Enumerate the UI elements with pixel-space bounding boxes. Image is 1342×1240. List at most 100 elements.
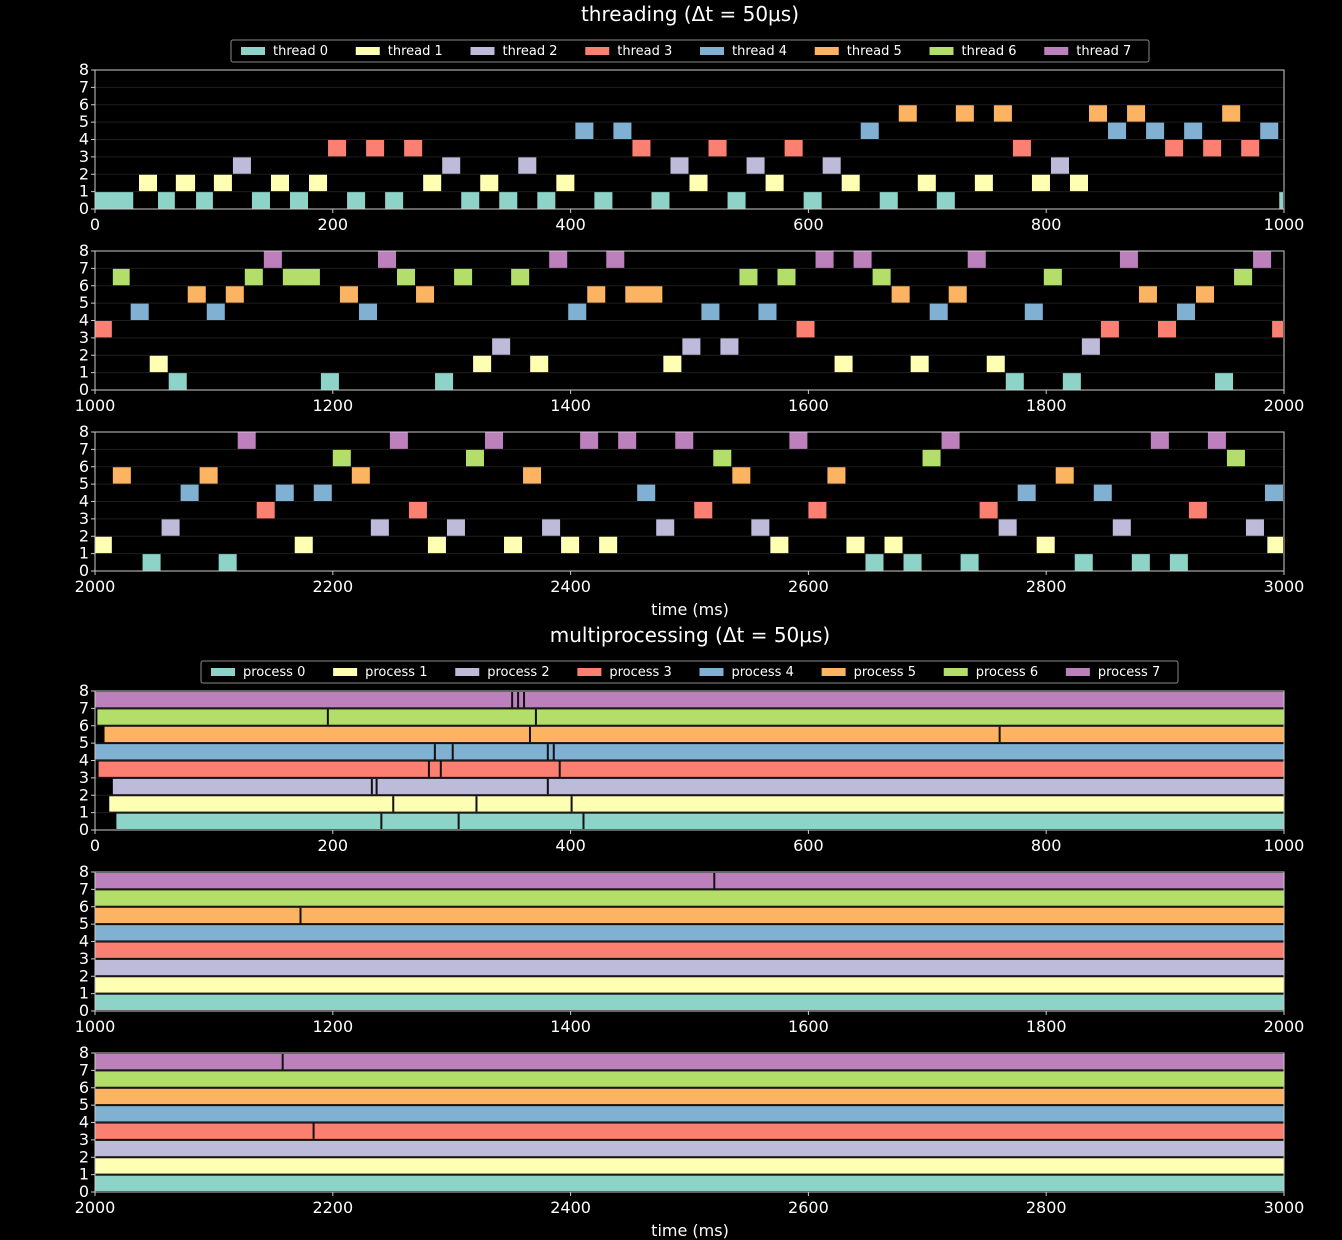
x-tick-label: 2800 — [1026, 1198, 1067, 1217]
thread-0-block — [1062, 373, 1081, 390]
thread-1-block — [504, 536, 523, 554]
process-7-lane — [95, 1054, 1284, 1070]
thread-4-block — [313, 484, 332, 501]
thread-3-block — [1203, 140, 1222, 157]
thread-2-block — [670, 157, 689, 174]
thread-3-block — [404, 140, 423, 157]
process-5-gap — [528, 726, 531, 743]
thread-6-block — [397, 268, 416, 286]
thread-0-block — [594, 192, 613, 209]
thread-0-block — [537, 192, 556, 209]
y-tick-label: 8 — [79, 862, 89, 881]
thread-7-block — [580, 432, 599, 449]
thread-5-block — [523, 467, 542, 484]
y-tick-label: 2 — [79, 526, 89, 545]
legend-label-7: process 7 — [1098, 665, 1160, 680]
process-2-lane — [95, 1140, 1284, 1157]
process-1-gap — [475, 796, 478, 812]
thread-6-block — [465, 449, 484, 467]
thread-0-block — [196, 192, 213, 209]
y-tick-label: 0 — [79, 199, 89, 218]
thread-5-block — [1196, 286, 1215, 303]
thread-2-block — [746, 157, 765, 174]
thread-0-block — [95, 192, 134, 209]
thread-0-block — [1215, 373, 1234, 390]
thread-0-block — [936, 192, 955, 209]
thread-0-block — [289, 192, 309, 209]
thread-3-block — [1241, 140, 1260, 157]
y-tick-label: 8 — [79, 681, 89, 700]
thread-7-block — [1253, 251, 1272, 268]
thread-7-block — [606, 251, 625, 268]
x-tick-label: 3000 — [1264, 577, 1305, 596]
thread-5-block — [187, 286, 206, 303]
thread-0-block — [651, 192, 670, 209]
y-tick-label: 4 — [79, 311, 89, 330]
process-0-gap — [457, 813, 460, 829]
y-tick-label: 7 — [79, 698, 89, 717]
multiprocessing-xlabel: time (ms) — [651, 1221, 729, 1240]
thread-4-block — [275, 484, 294, 501]
thread-1-block — [917, 174, 936, 192]
y-tick-label: 8 — [79, 241, 89, 260]
y-tick-label: 1 — [79, 984, 89, 1003]
process-3-gap — [439, 761, 442, 777]
thread-3-block — [366, 140, 385, 157]
legend-label-3: thread 3 — [617, 44, 672, 59]
thread-4-block — [613, 122, 632, 139]
thread-1-block — [986, 355, 1005, 373]
thread-6-block — [332, 449, 351, 467]
x-tick-label: 1800 — [1026, 396, 1067, 415]
thread-2-block — [446, 519, 465, 536]
thread-4-block — [575, 122, 594, 139]
y-tick-label: 8 — [79, 1043, 89, 1062]
process-7-gap — [511, 692, 514, 708]
thread-5-block — [1138, 286, 1157, 303]
process-1-gap — [392, 796, 395, 812]
thread-1-block — [530, 355, 549, 373]
x-tick-label: 0 — [90, 215, 100, 234]
thread-0-block — [142, 554, 161, 571]
thread-1-block — [884, 536, 903, 554]
process-4-lane — [95, 925, 1284, 941]
thread-1-block — [309, 174, 328, 192]
thread-7-block — [389, 432, 408, 449]
x-tick-label: 2000 — [1264, 1017, 1305, 1036]
x-tick-label: 2400 — [550, 577, 591, 596]
legend-label-0: process 0 — [243, 665, 305, 680]
process-4-gap — [546, 744, 549, 760]
thread-5-block — [898, 105, 917, 122]
y-tick-label: 2 — [79, 345, 89, 364]
legend-label-2: process 2 — [487, 665, 549, 680]
process-7-gap — [281, 1054, 284, 1070]
process-3-lane — [95, 942, 1284, 958]
process-2-lane — [95, 959, 1284, 976]
thread-5-block — [339, 286, 358, 303]
thread-7-block — [967, 251, 986, 268]
process-3-gap — [558, 761, 561, 777]
thread-7-block — [789, 432, 808, 449]
thread-5-block — [955, 105, 974, 122]
thread-7-block — [1207, 432, 1226, 449]
thread-1-block — [663, 355, 682, 373]
process-0-lane — [95, 1175, 1284, 1191]
x-tick-label: 1000 — [1264, 836, 1305, 855]
thread-4-block — [180, 484, 199, 501]
thread-7-block — [853, 251, 872, 268]
threading-legend: thread 0 thread 1 thread 2 thread 3 thread 4… — [230, 39, 1150, 63]
x-tick-label: 1000 — [75, 1017, 116, 1036]
y-tick-label: 1 — [79, 1165, 89, 1184]
legend-label-6: thread 6 — [962, 44, 1017, 59]
y-tick-label: 2 — [79, 164, 89, 183]
y-tick-label: 5 — [79, 1095, 89, 1114]
y-tick-label: 5 — [79, 914, 89, 933]
legend-swatch-5 — [821, 668, 846, 676]
y-tick-label: 4 — [79, 932, 89, 951]
process-2-lane — [112, 778, 1285, 795]
process-3-lane — [98, 761, 1284, 777]
thread-5-block — [948, 286, 967, 303]
